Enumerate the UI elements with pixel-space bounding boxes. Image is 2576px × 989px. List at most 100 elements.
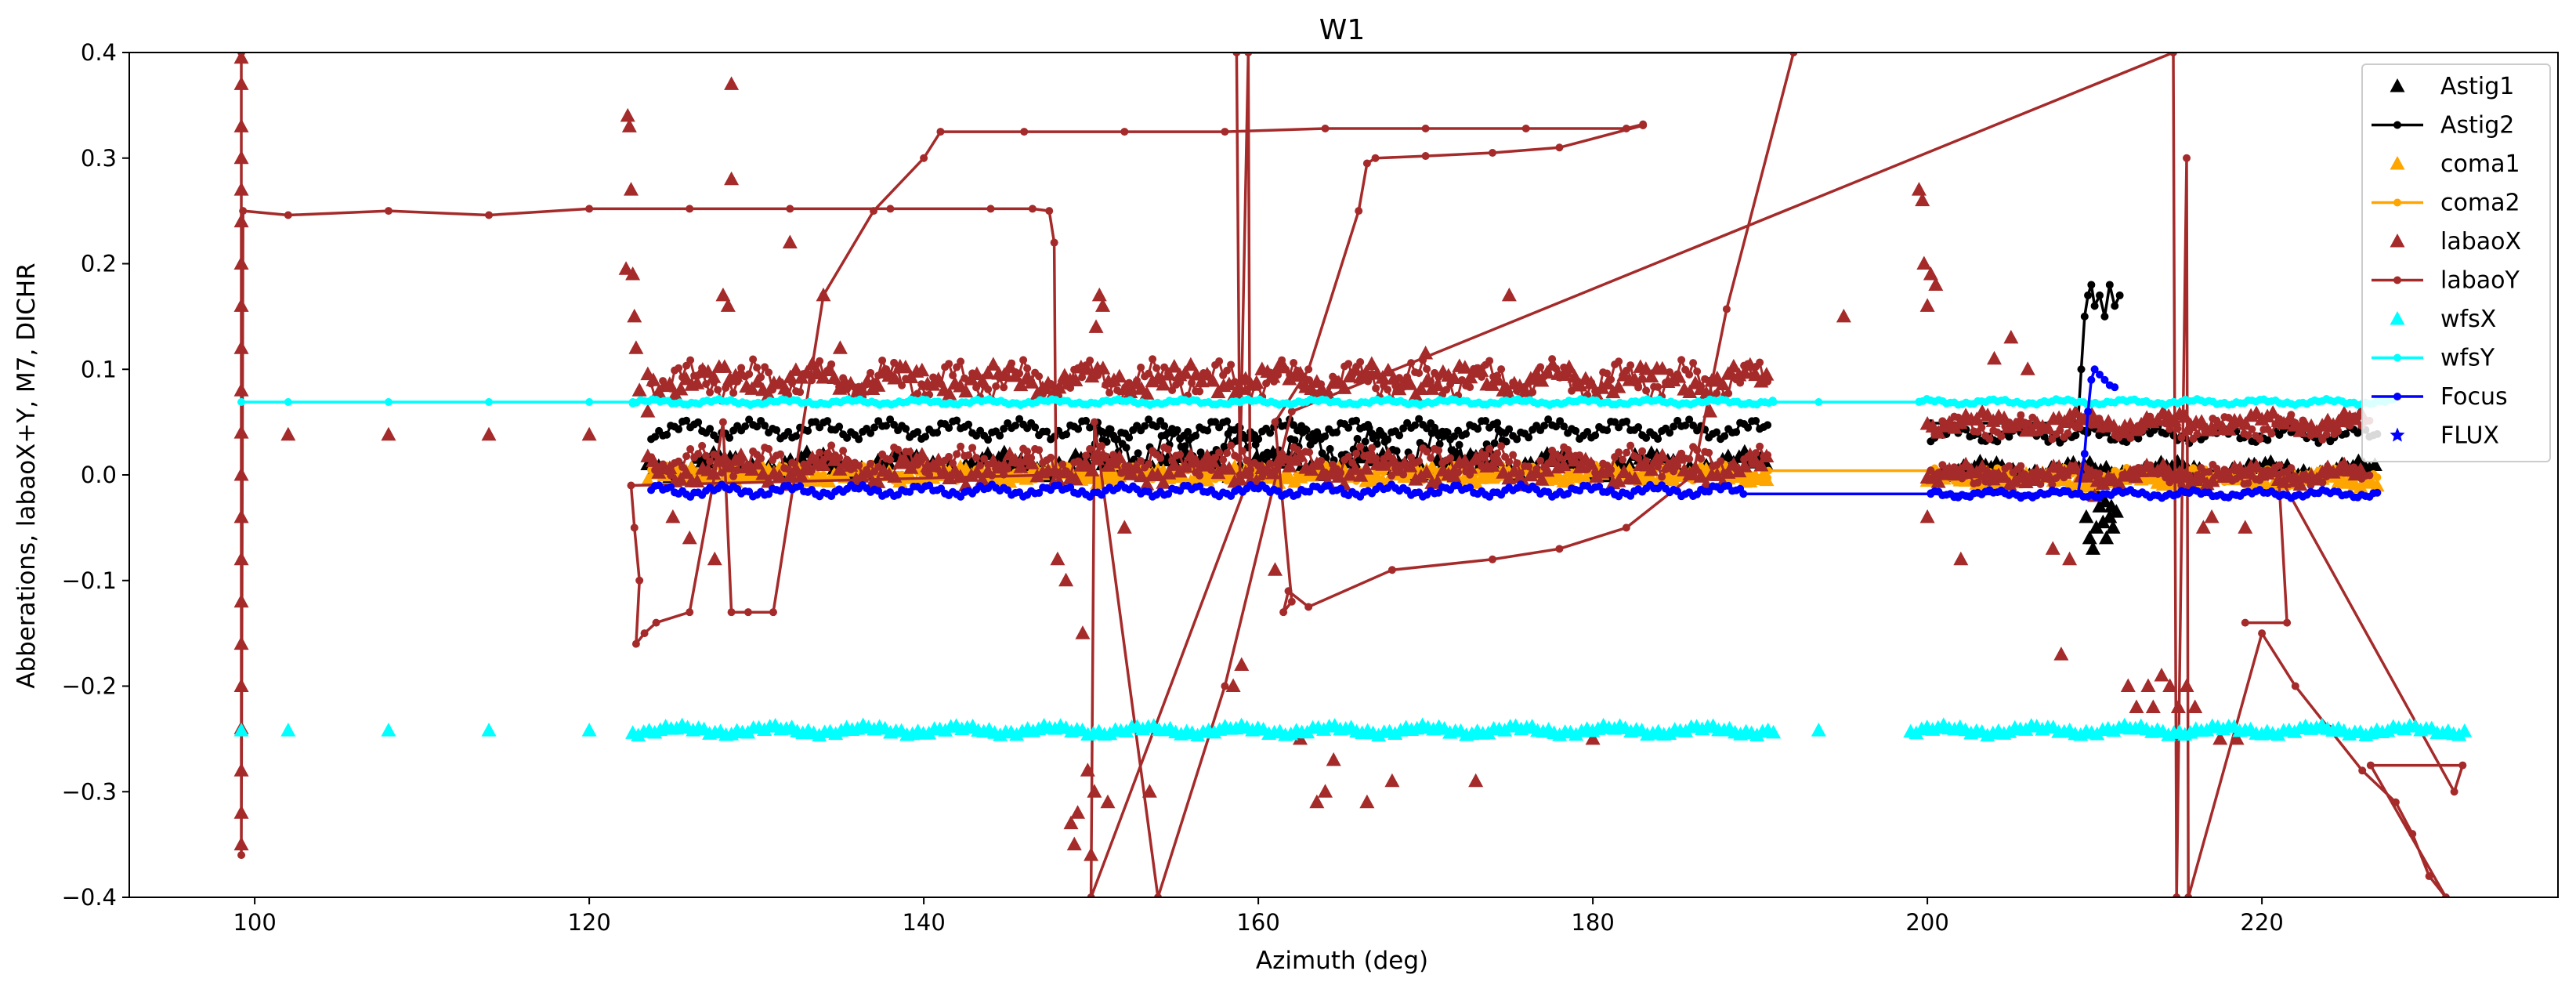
labaoy-band-point <box>1607 375 1615 384</box>
labaoy-band-point <box>906 447 914 456</box>
labaoy-band-point <box>1423 447 1431 456</box>
y-tick-label: 0.4 <box>81 39 117 66</box>
labaox-point <box>1326 752 1341 766</box>
astig2-band-point <box>1000 425 1008 433</box>
astig2-band-point <box>792 432 801 440</box>
labaoy-band-point <box>1415 369 1424 378</box>
labaoy-band-point <box>1568 386 1576 395</box>
labaoy-band-point <box>2244 431 2252 440</box>
labaox-point <box>1309 794 1325 809</box>
astig2-band-point <box>1666 429 1674 437</box>
labaoy-band-point <box>1501 382 1510 390</box>
labaox-point <box>715 287 731 302</box>
labaox-band-point <box>2265 405 2281 419</box>
labaoy-band-point <box>1493 449 1502 458</box>
labaoy-band-point <box>1529 388 1537 397</box>
labaoy-band-point <box>706 388 715 397</box>
labaoy-point <box>485 211 494 219</box>
labaoy-band-point <box>2303 476 2311 484</box>
astig2-band-point <box>1395 431 1404 440</box>
coma2-band-point <box>1560 476 1568 484</box>
labaoy-band-point <box>2326 424 2335 433</box>
labaoy-band-point <box>1977 423 1986 432</box>
labaoy-point <box>239 207 248 216</box>
labaoy-band-point <box>1113 458 1122 467</box>
labaoy-band-point <box>1587 379 1596 387</box>
legend-label: wfsX <box>2440 306 2496 333</box>
labaoy-band-point <box>1454 468 1463 476</box>
y-tick-label: 0.0 <box>81 462 117 488</box>
legend-swatch-marker <box>2390 78 2405 92</box>
astig2-band-point <box>1232 437 1240 445</box>
labaoy-point <box>1232 53 1241 56</box>
labaoy-band-point <box>1525 379 1533 387</box>
coma2-band-point <box>1748 471 1757 480</box>
labaoy-band-point <box>1662 465 1670 473</box>
labaoy-band-point <box>1446 454 1455 462</box>
labaoy-point <box>585 205 594 213</box>
wfsx-band-point <box>1766 724 1782 739</box>
x-axis-label: Azimuth (deg) <box>1256 947 1428 975</box>
labaoy-point <box>631 639 640 648</box>
labaoy-band-point <box>1485 444 1494 453</box>
astig2-point <box>2105 281 2114 289</box>
labaoy-band-point <box>1344 452 1353 461</box>
labaoy-band-point <box>2017 462 2025 470</box>
legend-swatch-marker <box>2390 427 2405 442</box>
labaoy-band-point <box>1168 386 1177 394</box>
labaoy-band-point <box>702 379 711 388</box>
astig2-band-point <box>1556 417 1565 426</box>
labaoy-band-point <box>1227 441 1236 450</box>
labaoy-band-point <box>1129 472 1138 480</box>
labaoy-band-point <box>1513 458 1521 467</box>
astig1-point <box>2097 493 2112 508</box>
labaoy-band-point <box>937 469 946 477</box>
labaoy-band-point <box>847 466 856 474</box>
astig2-band-point <box>663 430 671 439</box>
labaox-point <box>2154 668 2169 682</box>
astig2-point <box>2084 291 2093 299</box>
labaoy-band-point <box>1105 389 1114 397</box>
labaoy-band-point <box>1196 387 1204 396</box>
labaoy-band-point <box>706 457 715 466</box>
astig2-band-point <box>1681 421 1690 429</box>
labaoy-band-point <box>976 462 985 470</box>
astig2-band-point <box>1263 448 1272 457</box>
labaoy-band-point <box>2158 411 2166 420</box>
labaoy-band-point <box>1634 454 1643 462</box>
labaox-band-point <box>750 455 765 470</box>
labaoy-band-point <box>2193 471 2202 480</box>
labaoy-line <box>240 53 2465 897</box>
astig2-band-point <box>1670 422 1678 431</box>
labaox-point <box>1066 836 1082 851</box>
labaoy-point <box>2425 872 2433 881</box>
labaoy-point <box>1689 471 1698 479</box>
labaoy-point <box>1287 408 1296 416</box>
focus-point <box>2074 490 2082 498</box>
labaoy-band-point <box>1317 456 1326 465</box>
plot-area <box>233 53 2473 897</box>
labaoy-band-point <box>1697 382 1706 390</box>
astig2-band-point <box>1224 429 1232 438</box>
labaoy-band-point <box>1509 379 1518 387</box>
labaoy-band-point <box>788 458 797 467</box>
labaoy-point <box>1020 128 1029 136</box>
labaoy-band-point <box>1270 377 1279 386</box>
labaoy-band-point <box>855 462 863 470</box>
labaox-band-point <box>761 386 776 401</box>
astig2-band-point <box>2134 434 2143 443</box>
labaox-point <box>1225 678 1241 692</box>
labaox-band-point <box>1134 468 1149 483</box>
x-tick-label: 220 <box>2240 909 2283 936</box>
coma1-band-point <box>2369 477 2385 492</box>
labaox-point <box>724 76 740 90</box>
labaoy-band-point <box>1266 459 1275 468</box>
labaoy-band-point <box>1215 448 1224 457</box>
astig2-band-point <box>1474 425 1482 433</box>
labaoy-band-point <box>1536 363 1545 371</box>
labaox-band-point <box>1600 375 1615 389</box>
labaoy-band-point <box>2154 418 2162 426</box>
labaox-point <box>1070 805 1086 819</box>
labaoy-point <box>1639 121 1648 129</box>
